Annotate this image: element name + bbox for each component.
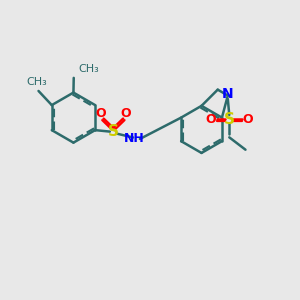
Text: O: O xyxy=(121,107,131,120)
Text: O: O xyxy=(95,107,106,120)
Text: S: S xyxy=(108,124,119,139)
Text: CH₃: CH₃ xyxy=(27,77,47,87)
Text: O: O xyxy=(243,112,254,126)
Text: NH: NH xyxy=(124,133,145,146)
Text: CH₃: CH₃ xyxy=(78,64,99,74)
Text: O: O xyxy=(205,112,216,126)
Text: S: S xyxy=(224,112,235,127)
Text: N: N xyxy=(222,87,234,101)
